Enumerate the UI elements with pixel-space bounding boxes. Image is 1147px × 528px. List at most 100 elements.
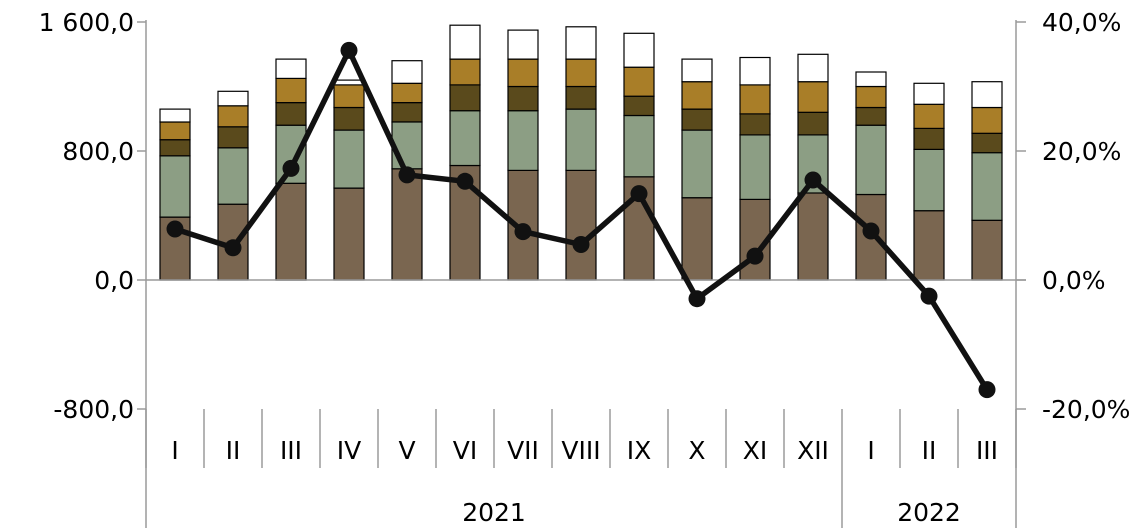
bar-segment	[797, 111, 829, 136]
bar-segment	[681, 58, 713, 83]
bar-segment	[971, 132, 1003, 154]
category-label: IX	[627, 436, 652, 465]
bar-segment	[159, 155, 191, 218]
bar-segment	[275, 77, 307, 104]
labels-layer: 1 600,0 800,0 0,0 -800,0 40,0% 20,0% 0,0% -20,0…	[39, 8, 1131, 527]
bar-segment	[971, 219, 1003, 281]
bar-segment	[971, 106, 1003, 134]
bar-segment	[855, 85, 887, 109]
right-tick-label: 40,0%	[1042, 8, 1121, 37]
category-label: III	[976, 436, 998, 465]
category-label: X	[688, 436, 705, 465]
bar-segment	[623, 66, 655, 97]
left-tick-label: -800,0	[53, 395, 134, 424]
bar-segment	[681, 197, 713, 281]
category-label: III	[280, 436, 302, 465]
category-label: IV	[337, 436, 361, 465]
bar-segment	[623, 95, 655, 117]
bar-segment	[971, 152, 1003, 221]
bar-segment	[971, 81, 1003, 109]
bar-segment	[449, 24, 481, 60]
bar-segment	[391, 168, 423, 281]
line-point	[224, 239, 242, 257]
bar-segment	[333, 84, 365, 109]
line-point	[630, 185, 648, 203]
right-tick-label: 20,0%	[1042, 137, 1121, 166]
bar-segment	[507, 29, 539, 60]
bar-segment	[565, 58, 597, 88]
bar-segment	[507, 58, 539, 88]
bar-segment	[855, 106, 887, 126]
bar-segment	[275, 182, 307, 281]
bar-segment	[913, 210, 945, 281]
bar-segment	[217, 147, 249, 205]
category-label: VII	[507, 436, 539, 465]
left-tick-label: 0,0	[94, 266, 134, 295]
bar-segment	[217, 105, 249, 128]
bar-segment	[565, 108, 597, 171]
line-point	[920, 287, 938, 305]
bar-segment	[507, 85, 539, 112]
bar-segment	[217, 126, 249, 149]
bar-segment	[159, 121, 191, 141]
bar-segment	[913, 103, 945, 129]
bar-segment	[797, 53, 829, 83]
line-point	[746, 247, 764, 265]
bar-segment	[913, 148, 945, 212]
category-label: VIII	[561, 436, 600, 465]
bar-segment	[739, 56, 771, 86]
line-point	[340, 41, 358, 59]
bar-segment	[449, 110, 481, 167]
bar-segment	[681, 108, 713, 131]
bar-segment	[623, 32, 655, 68]
right-tick-label: -20,0%	[1042, 395, 1130, 424]
line-point	[166, 220, 184, 238]
bar-segment	[565, 85, 597, 110]
line-point	[862, 222, 880, 240]
bar-segment	[391, 60, 423, 84]
bar-segment	[333, 106, 365, 131]
bar-segment	[739, 113, 771, 136]
bar-segment	[739, 134, 771, 200]
year-label: 2022	[897, 498, 961, 527]
right-tick-label: 0,0%	[1042, 266, 1106, 295]
bar-segment	[217, 90, 249, 107]
bar-segment	[507, 110, 539, 171]
line-point	[978, 381, 996, 399]
bar-segment	[159, 108, 191, 123]
category-label: VI	[453, 436, 477, 465]
bar-segment	[391, 82, 423, 104]
category-label: II	[922, 436, 937, 465]
bar-segment	[565, 26, 597, 60]
bar-segment	[333, 187, 365, 281]
line-point	[456, 172, 474, 190]
bar-segment	[449, 84, 481, 112]
line-point	[572, 236, 590, 253]
bar-layer	[159, 24, 1003, 281]
bar-segment	[565, 169, 597, 281]
bar-segment	[275, 101, 307, 126]
category-label: V	[398, 436, 415, 465]
bar-segment	[913, 82, 945, 105]
bar-segment	[855, 124, 887, 196]
category-label: XI	[743, 436, 768, 465]
category-label: II	[226, 436, 241, 465]
bar-segment	[275, 58, 307, 79]
bar-segment	[391, 121, 423, 170]
line-point	[282, 159, 300, 177]
category-label: I	[867, 436, 874, 465]
bar-segment	[333, 129, 365, 189]
bar-segment	[913, 127, 945, 150]
bar-segment	[391, 101, 423, 123]
bar-segment	[739, 84, 771, 115]
bar-segment	[681, 81, 713, 110]
year-label: 2021	[462, 498, 526, 527]
axes-layer	[137, 20, 1026, 528]
line-layer	[166, 41, 996, 399]
bar-segment	[681, 129, 713, 199]
line-point	[688, 290, 706, 308]
bar-segment	[449, 58, 481, 86]
bar-segment	[623, 114, 655, 178]
left-tick-label: 1 600,0	[39, 8, 134, 37]
